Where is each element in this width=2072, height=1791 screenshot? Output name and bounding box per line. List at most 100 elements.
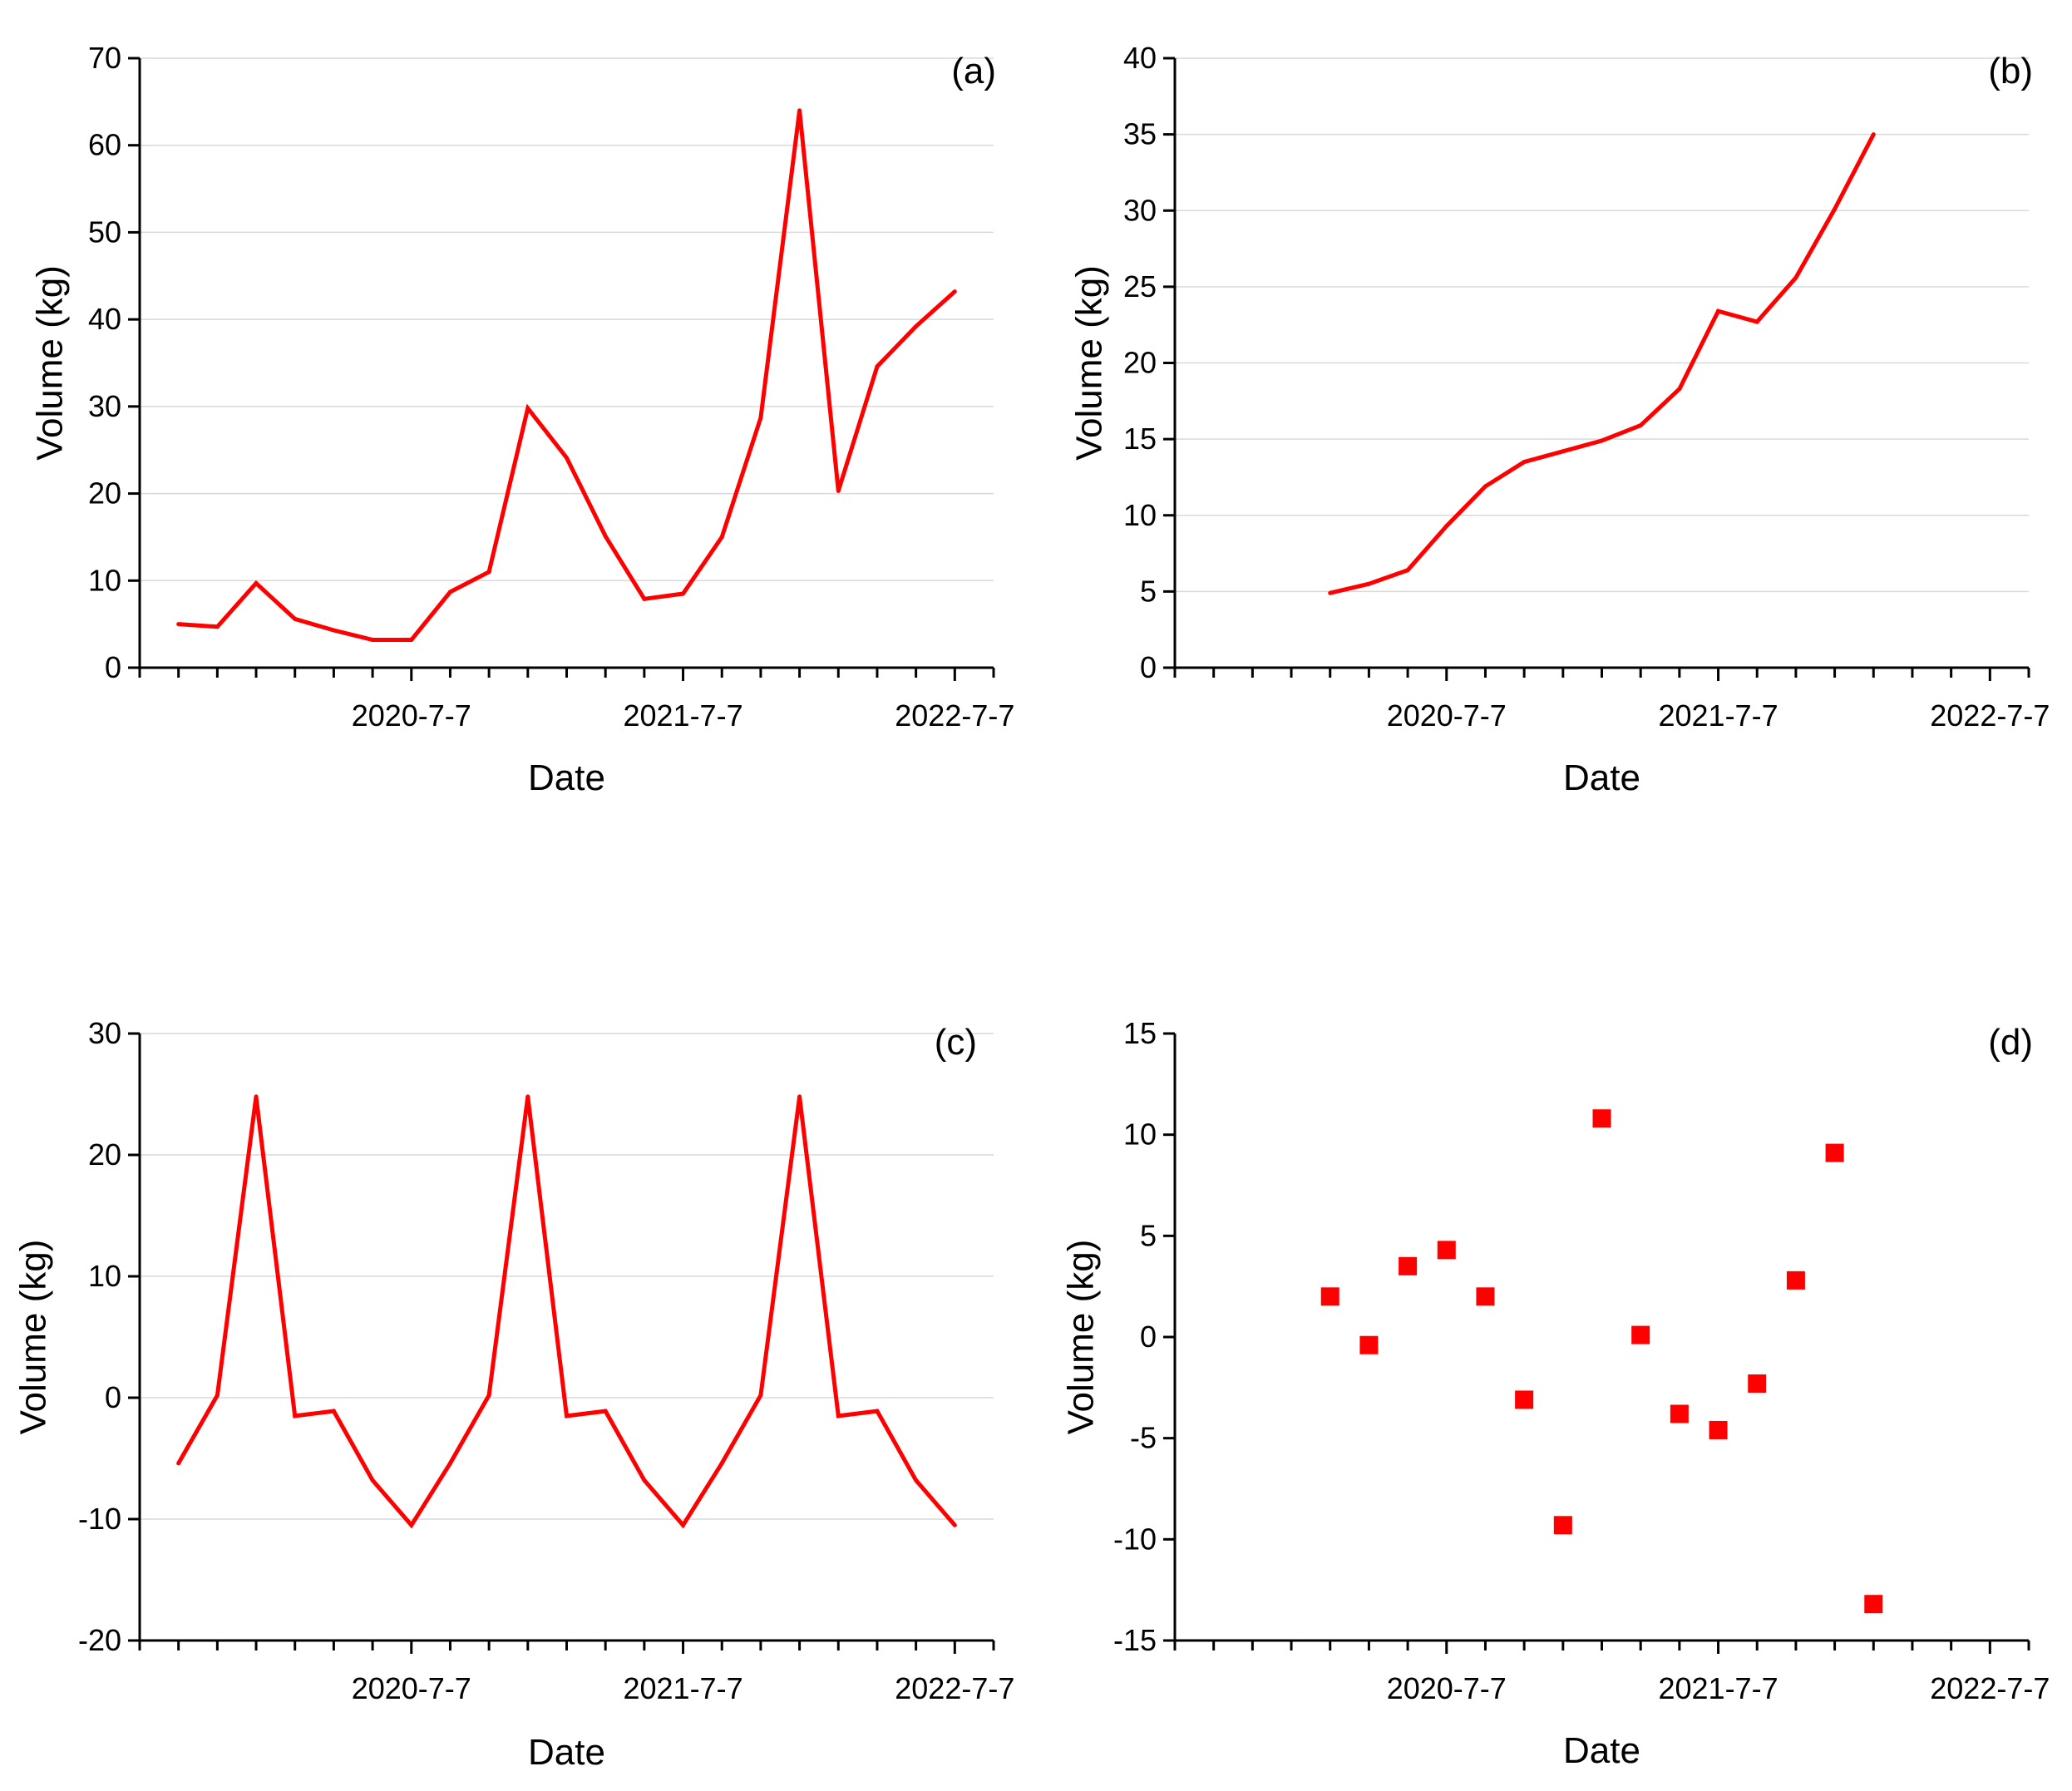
data-point (1328, 590, 1333, 595)
data-point (215, 1393, 220, 1398)
data-point (370, 1478, 375, 1483)
data-point (1677, 387, 1682, 392)
scatter-point (1399, 1256, 1418, 1275)
data-point (758, 415, 763, 420)
y-tick-label: 5 (1140, 574, 1157, 608)
data-point (525, 406, 530, 411)
data-point (603, 1409, 608, 1414)
y-tick-label: 25 (1123, 269, 1157, 303)
panel-b: 0 5 10 15 20 25 30 35 40 2020-7-7 2021-7-7 2022-7-7… (1069, 41, 2050, 798)
data-point (952, 1522, 957, 1527)
scatter-point (1515, 1390, 1534, 1409)
y-tick-label: 30 (1123, 193, 1157, 227)
y-tick-label: 35 (1123, 117, 1157, 151)
scatter-point (1320, 1287, 1339, 1306)
y-tick-label: 10 (1123, 498, 1157, 532)
data-point (914, 324, 919, 329)
x-tick-label: 2022-7-7 (1930, 698, 2050, 733)
data-point (293, 1414, 298, 1418)
data-point (1600, 438, 1604, 443)
x-tick-label: 2021-7-7 (623, 698, 742, 733)
data-point (254, 1094, 259, 1099)
data-point (1405, 568, 1410, 573)
y-tick-label: 10 (88, 1259, 121, 1293)
x-tick-label: 2020-7-7 (352, 698, 471, 733)
data-point (176, 1461, 181, 1466)
data-point (681, 591, 686, 596)
x-axis-title: Date (528, 1732, 605, 1773)
data-point (1871, 132, 1876, 137)
data-point (836, 488, 841, 493)
y-tick-label: 20 (88, 1137, 121, 1172)
y-axis-title: Volume (kg) (1061, 1240, 1102, 1435)
y-tick-label: -5 (1130, 1421, 1157, 1455)
series-line (1330, 133, 1876, 595)
data-point (875, 1409, 880, 1414)
x-tick-label: 2020-7-7 (1387, 1671, 1507, 1705)
data-point (1833, 206, 1838, 211)
y-tick-label: 5 (1140, 1218, 1157, 1252)
data-point (1638, 423, 1643, 428)
panel-d: -15 -10 -5 0 5 10 15 2020-7-7 2021-7-7 2022-7-7 Da… (1061, 1016, 2050, 1771)
data-point (603, 534, 608, 539)
y-tick-label: 0 (105, 1380, 121, 1414)
y-tick-label: -10 (78, 1502, 121, 1536)
data-point (447, 1461, 452, 1466)
data-point (1716, 308, 1721, 313)
series-line (178, 110, 956, 642)
x-tick-label: 2021-7-7 (1658, 1671, 1778, 1705)
data-point (331, 1409, 336, 1414)
y-tick-label: -15 (1113, 1623, 1157, 1657)
y-tick-label: 40 (1123, 41, 1157, 75)
scatter-point (1553, 1516, 1572, 1535)
data-point (719, 1461, 724, 1466)
y-axis-title: Volume (kg) (13, 1240, 54, 1435)
panel-label: (d) (1988, 1022, 2033, 1063)
y-tick-label: 30 (88, 389, 121, 423)
scatter-point (1592, 1109, 1611, 1128)
data-point (1366, 581, 1371, 586)
data-point (565, 456, 569, 461)
scatter-point (1476, 1287, 1495, 1306)
data-point (1482, 484, 1487, 489)
y-tick-label: 30 (88, 1016, 121, 1050)
x-tick-label: 2021-7-7 (623, 1671, 742, 1705)
x-axis-title: Date (1563, 1730, 1640, 1771)
data-point (447, 590, 452, 595)
data-point (1561, 449, 1566, 454)
data-point (176, 622, 181, 627)
data-point (758, 1393, 763, 1398)
x-tick-label: 2020-7-7 (1387, 698, 1507, 733)
y-tick-label: 20 (1123, 346, 1157, 380)
x-axis-title: Date (528, 757, 605, 798)
data-point (1793, 275, 1798, 280)
scatter-point (1709, 1420, 1728, 1439)
y-tick-label: 20 (88, 476, 121, 511)
series-line (176, 1096, 957, 1529)
scatter-point (1825, 1143, 1844, 1162)
data-point (797, 1094, 802, 1099)
y-tick-label: 40 (88, 302, 121, 336)
panel-c: -20 -10 0 10 20 30 2020-7-7 2021-7-7 2022-7-7 Dat… (13, 1016, 1015, 1773)
data-point (370, 637, 375, 642)
scatter-point (1670, 1404, 1689, 1423)
data-point (1754, 319, 1759, 324)
data-point (1522, 460, 1527, 465)
y-tick-label: 70 (88, 41, 121, 75)
scatter-point (1864, 1595, 1883, 1614)
data-point (409, 637, 414, 642)
data-point (797, 108, 802, 113)
x-axis-title: Date (1563, 757, 1640, 798)
panel-label: (c) (935, 1022, 977, 1063)
data-point (681, 1522, 686, 1527)
y-tick-label: 10 (88, 563, 121, 597)
data-point (952, 289, 957, 294)
data-point (215, 624, 220, 629)
panel-label: (b) (1988, 51, 2033, 91)
data-point (486, 570, 491, 575)
y-tick-label: 60 (88, 128, 121, 162)
data-point (409, 1522, 414, 1527)
x-tick-label: 2022-7-7 (895, 698, 1014, 733)
data-point (1444, 524, 1449, 529)
